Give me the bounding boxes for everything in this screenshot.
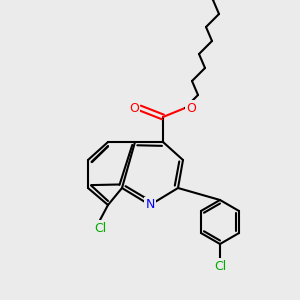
- Text: N: N: [145, 199, 155, 212]
- Text: O: O: [129, 101, 139, 115]
- Text: Cl: Cl: [94, 221, 106, 235]
- Text: Cl: Cl: [214, 260, 226, 272]
- Text: O: O: [186, 101, 196, 115]
